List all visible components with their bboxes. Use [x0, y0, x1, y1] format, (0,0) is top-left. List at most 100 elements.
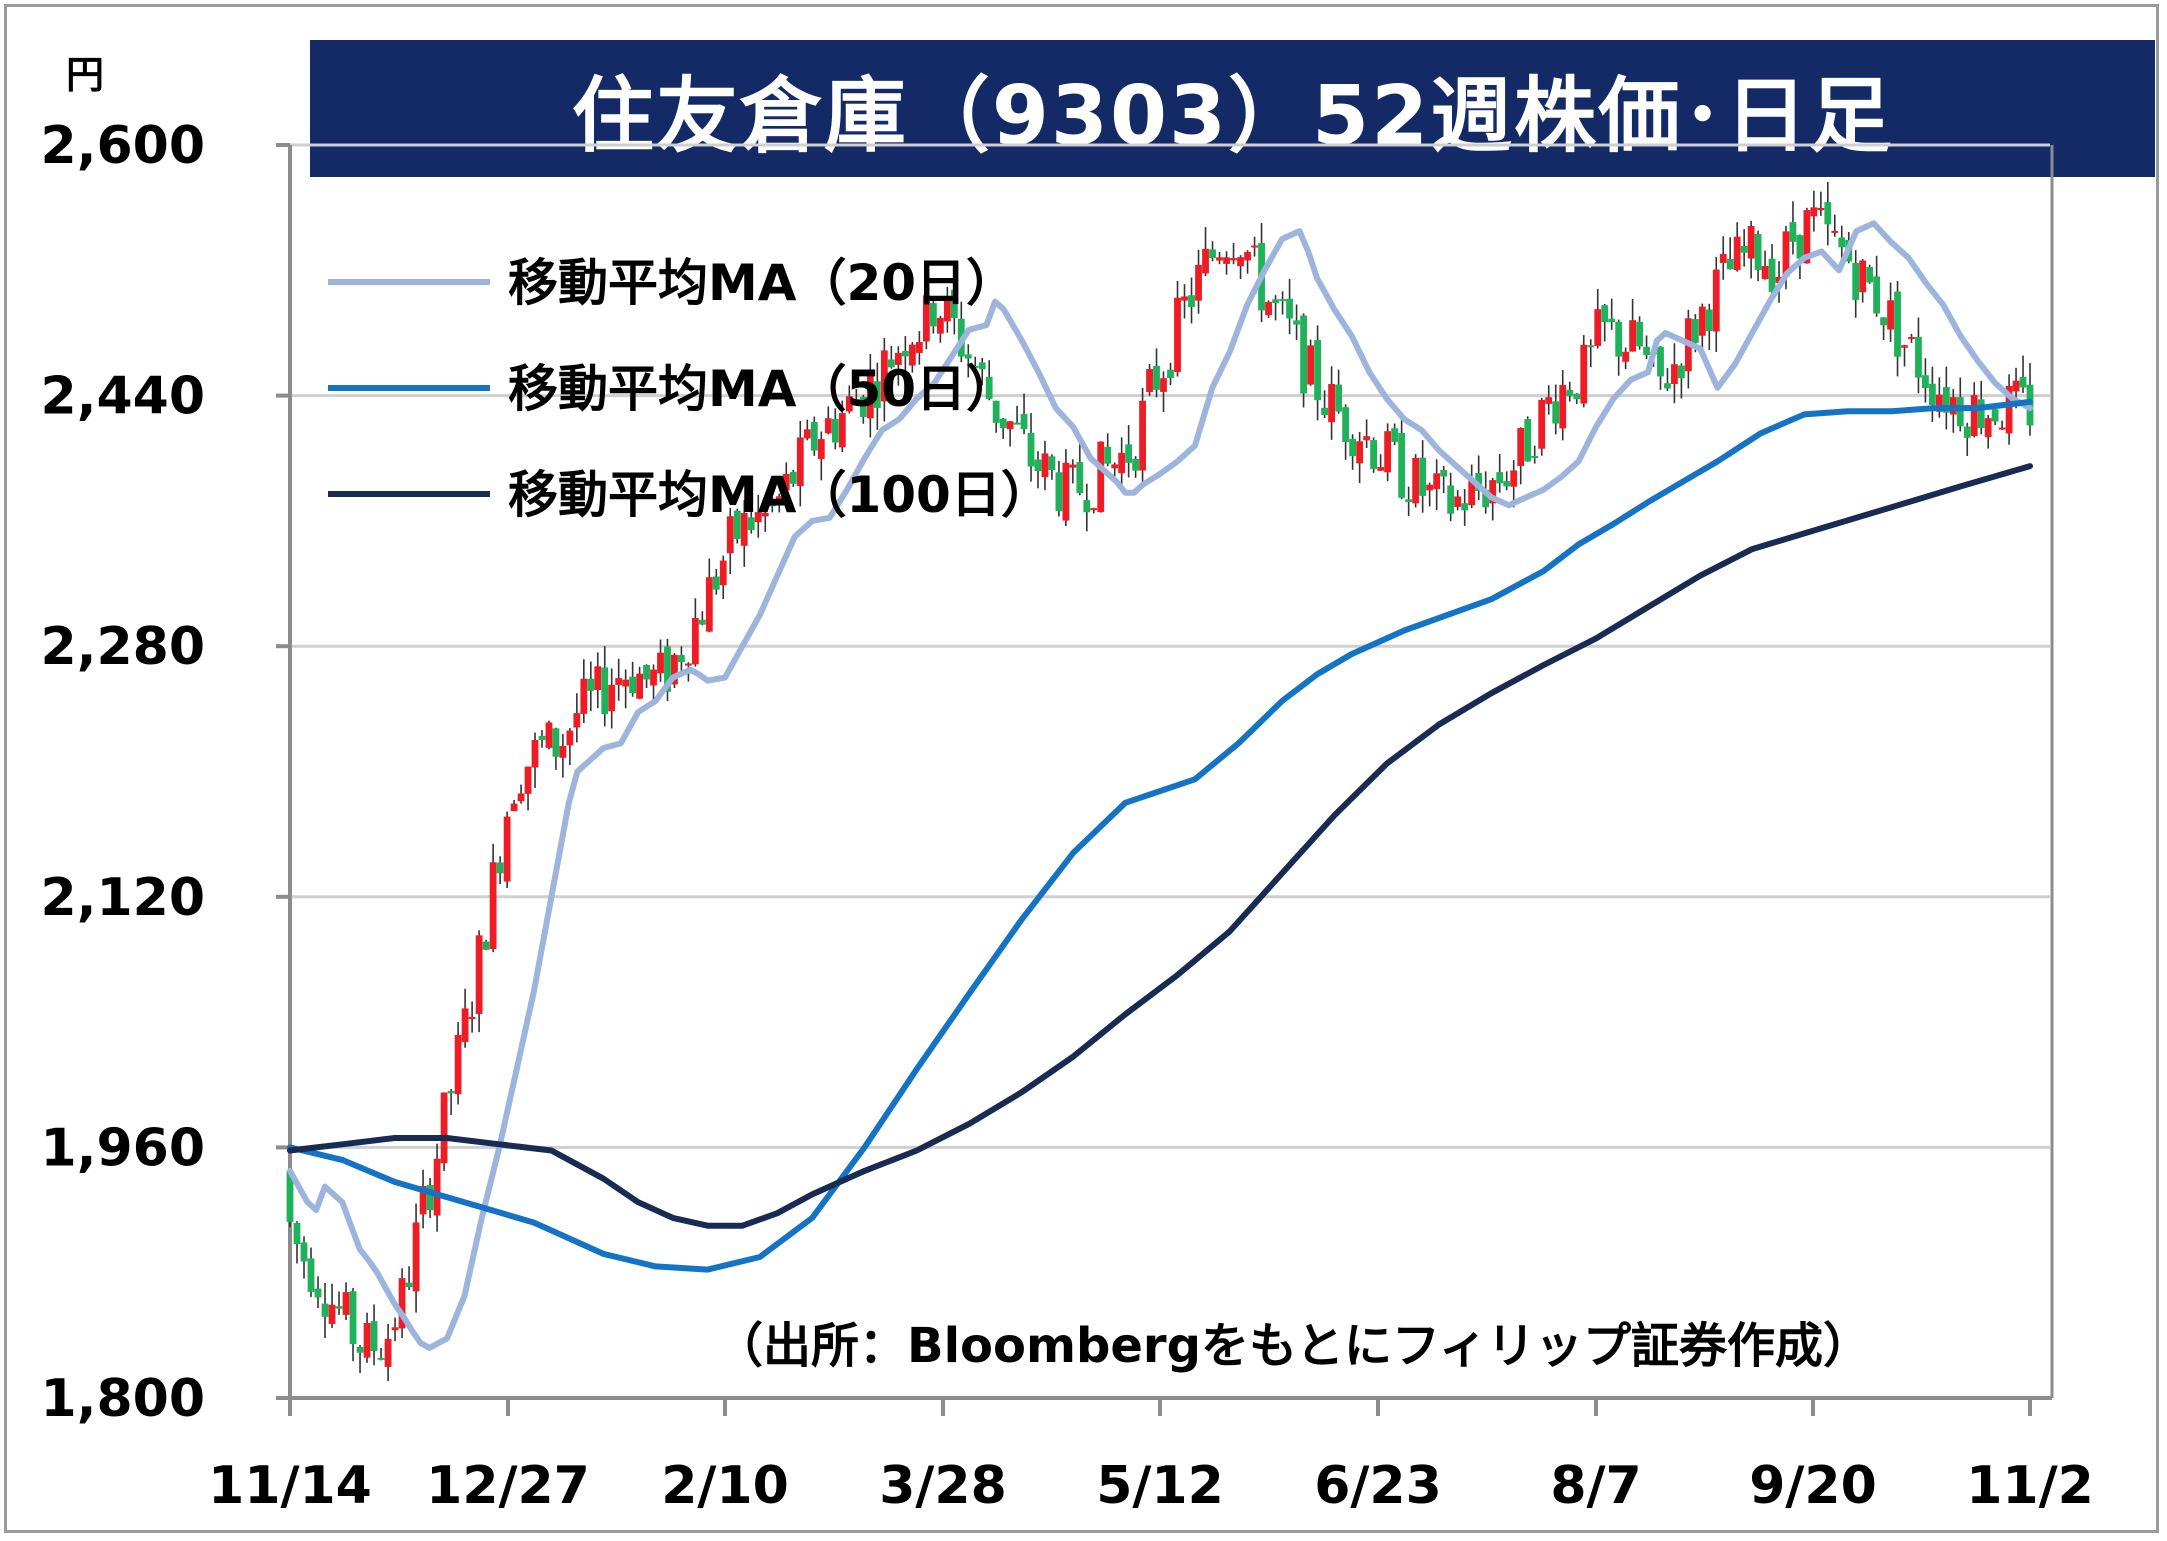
candle-body	[1272, 299, 1279, 304]
candle-body	[573, 713, 581, 728]
candle-body	[349, 1291, 357, 1345]
legend-label-ma100: 移動平均MA（100日）	[508, 466, 1051, 524]
candle-body	[1181, 296, 1188, 301]
candle-body	[1482, 489, 1490, 508]
candle-body	[1608, 318, 1616, 323]
candle-body	[1796, 235, 1804, 259]
candle-body	[1076, 462, 1084, 494]
candle-body	[1698, 306, 1706, 336]
candle-body	[1671, 364, 1678, 384]
candle-body	[1963, 426, 1971, 438]
candle-body	[1377, 467, 1385, 471]
candle-body	[964, 354, 972, 359]
candle-body	[1083, 500, 1091, 513]
candle-body	[1202, 248, 1209, 274]
y-tick-label: 1,800	[41, 1369, 205, 1429]
candle-body	[915, 342, 923, 353]
candle-body	[943, 297, 951, 322]
candle-body	[615, 678, 623, 685]
candle-body	[335, 1306, 343, 1309]
candle-body	[1041, 453, 1049, 478]
candle-body	[412, 1222, 420, 1292]
candle-body	[894, 352, 902, 365]
candle-body	[566, 730, 574, 746]
candle-body	[1405, 499, 1413, 503]
candle-body	[1894, 291, 1901, 357]
candle-body	[761, 513, 769, 517]
candle-body	[922, 295, 930, 342]
candle-body	[1321, 407, 1328, 416]
candle-body	[1006, 421, 1014, 430]
candle-body	[1740, 245, 1748, 253]
candle-body	[1468, 479, 1476, 506]
candle-body	[831, 418, 839, 443]
candle-body	[503, 816, 511, 882]
candle-body	[664, 646, 671, 692]
candle-body	[803, 429, 811, 439]
candle-body	[1636, 321, 1643, 347]
candle-body	[1782, 231, 1790, 277]
candle-body	[328, 1304, 336, 1324]
grid-lines	[290, 143, 2050, 1149]
candle-body	[1244, 251, 1251, 261]
candle-body	[629, 676, 637, 694]
candle-body	[1188, 295, 1195, 307]
candle-body	[1433, 473, 1441, 489]
candle-body	[1118, 452, 1126, 474]
ma-line-ma50	[287, 398, 2033, 1273]
candle-body	[887, 359, 895, 368]
candle-body	[1314, 340, 1321, 401]
candle-body	[1691, 319, 1699, 343]
candle-body	[1384, 431, 1392, 473]
candle-body	[1531, 455, 1539, 458]
candle-body	[1111, 464, 1119, 469]
candle-body	[1216, 257, 1223, 261]
candle-body	[300, 1242, 308, 1262]
candle-body	[1852, 262, 1860, 300]
candle-body	[1195, 264, 1202, 301]
candle-body	[1747, 226, 1755, 259]
candle-body	[1279, 299, 1286, 302]
candle-body	[1901, 345, 1908, 348]
candle-body	[775, 496, 783, 504]
candle-body	[1440, 469, 1448, 477]
candle-body	[496, 862, 504, 874]
candle-body	[1034, 459, 1042, 472]
legend-label-ma50: 移動平均MA（50日）	[508, 360, 1016, 418]
candle-body	[1998, 427, 2006, 430]
candle-body	[1300, 315, 1307, 394]
ma-line-ma20	[287, 220, 2033, 1351]
candle-body	[559, 745, 567, 758]
candle-body	[1629, 320, 1637, 352]
candle-body	[782, 473, 790, 491]
candle-body	[1984, 418, 1992, 438]
candle-body	[1552, 401, 1560, 424]
candle-body	[1789, 222, 1797, 242]
candle-body	[1615, 321, 1623, 357]
candle-body	[1069, 464, 1077, 468]
candle-body	[1223, 257, 1230, 264]
y-tick-label: 2,600	[41, 116, 205, 176]
candle-body	[552, 728, 560, 757]
candle-body	[1391, 428, 1399, 442]
candle-body	[754, 512, 762, 523]
candle-body	[391, 1327, 399, 1331]
x-tick-label: 12/27	[426, 1456, 590, 1516]
candle-body	[461, 1008, 469, 1042]
candle-body	[1545, 397, 1553, 404]
candle-body	[1146, 369, 1153, 392]
candle-body	[747, 517, 755, 531]
candle-body	[433, 1158, 441, 1216]
candle-body	[1678, 365, 1685, 379]
candle-body	[838, 413, 846, 448]
candle-body	[908, 344, 916, 366]
candle-body	[1328, 384, 1335, 423]
candle-body	[971, 365, 979, 368]
candle-body	[1859, 260, 1867, 293]
candle-body	[2005, 385, 2013, 434]
candle-body	[601, 667, 609, 715]
y-unit-label: 円	[66, 53, 105, 97]
candle-body	[286, 1171, 294, 1222]
x-tick-label: 9/20	[1749, 1456, 1877, 1516]
candle-body	[1719, 253, 1727, 263]
